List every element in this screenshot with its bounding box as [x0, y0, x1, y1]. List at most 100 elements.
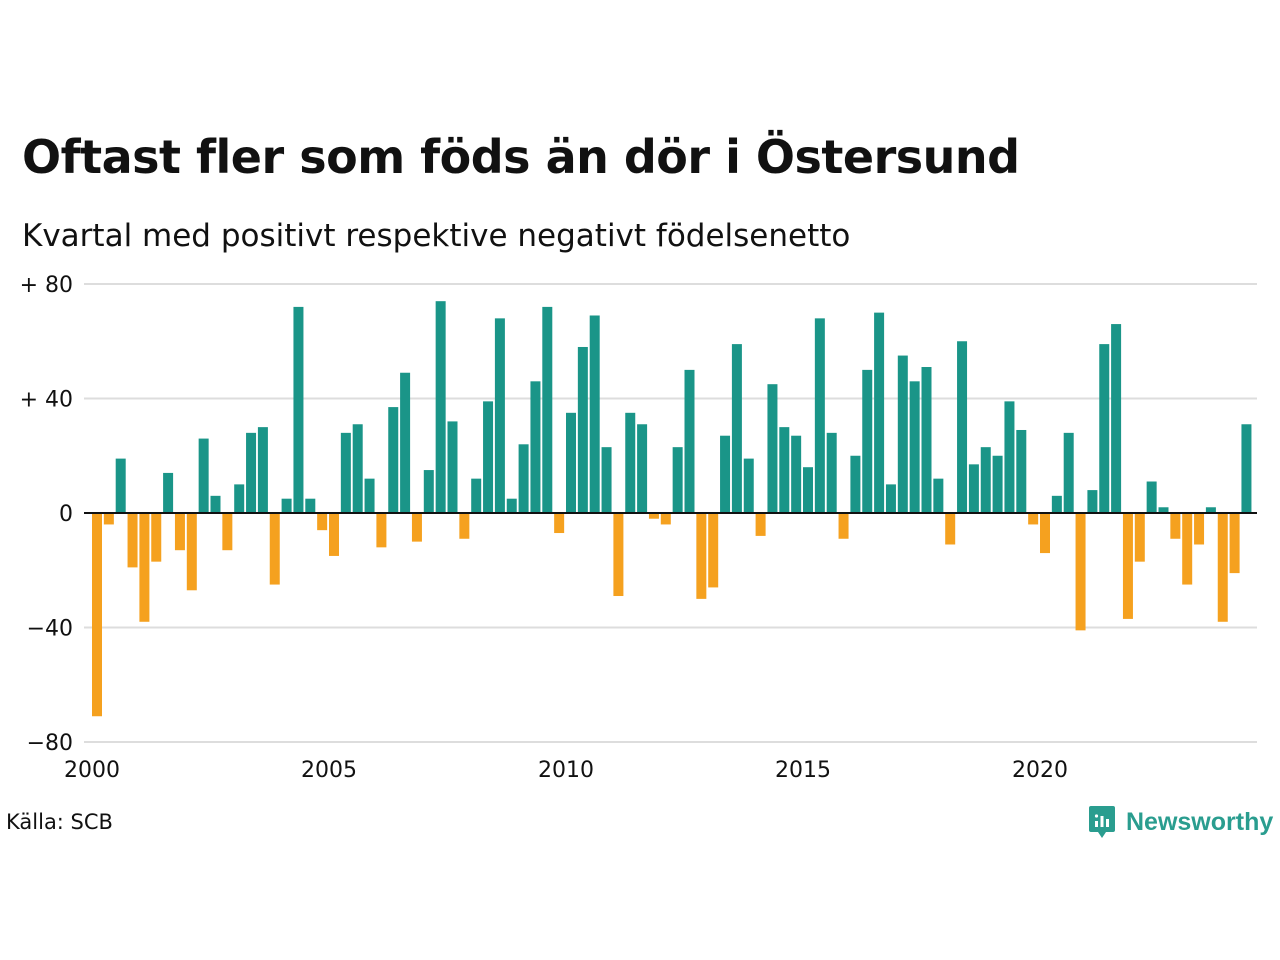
y-axis-labels: + 80 + 40 0 −40 −80: [20, 273, 73, 756]
bar: 2022 K4: -9: [1170, 513, 1181, 539]
bar: 2002 K1: -27: [186, 513, 197, 591]
bar: 2012 K1: -4: [660, 513, 671, 525]
bar: 2023 K1: -25: [1182, 513, 1193, 585]
bar: 2007 K3: 32: [447, 421, 458, 513]
bar: 2007 K1: 15: [423, 470, 434, 513]
bar: 2000 K3: 19: [115, 458, 126, 513]
bar: 2019 K1: 20: [992, 455, 1003, 513]
bar: 2009 K2: 46: [530, 381, 541, 513]
bar: 2018 K3: 17: [968, 464, 979, 513]
bar: 2020 K2: 6: [1051, 495, 1062, 513]
bar: 2007 K2: 74: [435, 301, 446, 513]
bar: 2019 K3: 29: [1016, 429, 1027, 513]
bar: 2018 K1: -11: [945, 513, 956, 545]
bar: 2006 K2: 37: [388, 407, 399, 513]
bar: 2011 K2: 35: [625, 412, 636, 513]
bar: 2010 K1: 35: [566, 412, 576, 513]
bar: 2014 K4: 27: [791, 435, 802, 513]
bar: 2013 K1: -26: [708, 513, 719, 588]
bar: 2017 K1: 55: [897, 355, 908, 513]
y-tick-label: + 80: [20, 273, 73, 298]
bar: 2008 K1: 12: [471, 478, 482, 513]
bar: 2022 K1: -17: [1134, 513, 1145, 562]
bar: 2017 K4: 12: [933, 478, 944, 513]
bar: 2003 K2: 28: [246, 432, 257, 513]
bar: 2009 K4: -7: [554, 513, 565, 534]
bar: 2002 K3: 6: [210, 495, 221, 513]
bar: 2011 K4: -2: [648, 513, 659, 519]
bar: 2008 K4: 5: [506, 498, 517, 513]
bar: 2016 K4: 10: [885, 484, 896, 514]
bar: 2000 K1: -71: [92, 513, 102, 717]
bar: 2020 K3: 28: [1063, 432, 1074, 513]
bar: 2017 K2: 46: [909, 381, 920, 513]
bar: 2006 K4: -10: [411, 513, 422, 542]
bar: 2024 K2: 31: [1241, 424, 1252, 513]
brand-logo: Newsworthy: [1088, 804, 1273, 840]
bar: 2018 K2: 60: [957, 341, 968, 513]
bar: 2009 K3: 72: [542, 306, 553, 513]
x-tick-label: 2000: [64, 758, 120, 783]
bar: 2010 K3: 69: [589, 315, 600, 513]
y-tick-label: −40: [27, 617, 73, 642]
bar: 2003 K3: 30: [257, 427, 268, 514]
bar: 2006 K1: -12: [376, 513, 387, 548]
bar: 2012 K3: 50: [684, 369, 695, 514]
y-tick-label: −80: [27, 731, 73, 756]
bar: 2019 K4: -4: [1028, 513, 1039, 525]
bar: 2016 K1: 20: [850, 455, 861, 513]
bar: 2020 K4: -41: [1075, 513, 1086, 631]
x-tick-label: 2020: [1012, 758, 1068, 783]
bar: 2003 K1: 10: [234, 484, 245, 514]
bar: 2014 K3: 30: [779, 427, 790, 514]
bar: 2005 K3: 31: [352, 424, 363, 513]
bar: 2012 K2: 23: [672, 447, 683, 513]
bar: 2000 K2: -4: [103, 513, 114, 525]
bar: 2003 K4: -25: [269, 513, 280, 585]
bar: 2005 K2: 28: [340, 432, 351, 513]
bar: 2009 K1: 24: [518, 444, 529, 513]
bar: 2013 K2: 27: [720, 435, 731, 513]
bar: 2007 K4: -9: [459, 513, 470, 539]
bar: 2010 K2: 58: [577, 346, 588, 513]
bar: 2010 K4: 23: [601, 447, 612, 513]
bar: 2005 K1: -15: [329, 513, 339, 556]
bar: 2008 K2: 39: [483, 401, 494, 513]
y-tick-label: 0: [59, 502, 73, 527]
bar: 2012 K4: -30: [696, 513, 707, 599]
bar: 2013 K4: 19: [743, 458, 754, 513]
bar: 2001 K1: -38: [139, 513, 150, 622]
chart-subtitle: Kvartal med positivt respektive negativt…: [22, 218, 851, 254]
y-tick-label: + 40: [20, 388, 73, 413]
bar: 2005 K4: 12: [364, 478, 375, 513]
bar: 2001 K2: -17: [151, 513, 162, 562]
bar: 2015 K4: -9: [838, 513, 849, 539]
gridlines: [84, 283, 1257, 743]
brand-name: Newsworthy: [1126, 807, 1274, 836]
bar: 2004 K3: 5: [305, 498, 316, 513]
bar: 2021 K2: 59: [1099, 344, 1110, 513]
bar: 2023 K3: 2: [1205, 507, 1216, 513]
bar: 2001 K4: -13: [174, 513, 185, 551]
bar: 2018 K4: 23: [980, 447, 991, 513]
bar: 2014 K2: 45: [767, 384, 778, 513]
bar: 2022 K2: 11: [1146, 481, 1157, 513]
bar: 2020 K1: -14: [1040, 513, 1050, 554]
bar: 2021 K1: 8: [1087, 490, 1098, 513]
bar: 2011 K3: 31: [637, 424, 648, 513]
bar: 2021 K4: -37: [1122, 513, 1133, 619]
newsworthy-logo-icon: [1089, 806, 1115, 838]
bar: 2006 K3: 49: [400, 372, 411, 513]
source-note: Källa: SCB: [6, 810, 113, 834]
bar: 2019 K2: 39: [1004, 401, 1015, 513]
bar: 2022 K3: 2: [1158, 507, 1169, 513]
bar: 2021 K3: 66: [1111, 324, 1122, 513]
bar: 2002 K2: 26: [198, 438, 209, 513]
x-tick-label: 2005: [301, 758, 357, 783]
bar: 2000 K4: -19: [127, 513, 138, 568]
bar: 2013 K3: 59: [731, 344, 742, 513]
chart-title: Oftast fler som föds än dör i Östersund: [22, 130, 1020, 184]
bar: 2014 K1: -8: [755, 513, 766, 536]
bar: 2008 K3: 68: [494, 318, 505, 513]
x-tick-label: 2015: [775, 758, 831, 783]
